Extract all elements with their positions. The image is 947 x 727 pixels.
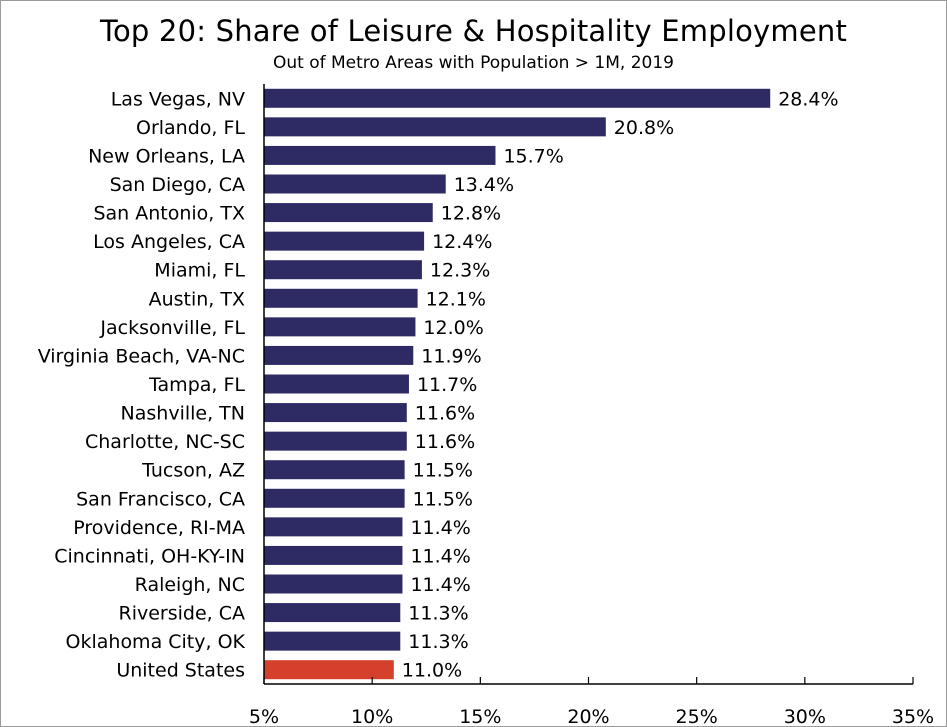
data-label-12: 11.6% [415, 431, 475, 453]
bar-11 [264, 403, 407, 423]
category-label-20: United States [116, 660, 245, 682]
bar-0 [264, 88, 771, 108]
category-label-7: Austin, TX [149, 288, 245, 310]
category-label-16: Cincinnati, OH-KY-IN [54, 545, 245, 567]
bar-20 [264, 660, 394, 680]
bar-5 [264, 231, 425, 251]
data-label-7: 12.1% [426, 288, 486, 310]
data-label-9: 11.9% [421, 345, 481, 367]
x-tick-label-1: 10% [351, 706, 393, 727]
data-label-13: 11.5% [413, 460, 473, 482]
category-label-4: San Antonio, TX [93, 203, 245, 225]
data-label-14: 11.5% [413, 488, 473, 510]
bar-19 [264, 631, 401, 651]
data-label-19: 11.3% [408, 631, 468, 653]
bar-9 [264, 345, 414, 365]
category-label-19: Oklahoma City, OK [66, 631, 246, 653]
data-label-6: 12.3% [430, 260, 490, 282]
category-label-8: Jacksonville, FL [99, 317, 245, 339]
category-label-13: Tucson, AZ [141, 460, 245, 482]
category-label-0: Las Vegas, NV [111, 88, 245, 110]
category-label-2: New Orleans, LA [88, 145, 245, 167]
bar-7 [264, 288, 418, 308]
data-label-18: 11.3% [408, 603, 468, 625]
x-tick-label-4: 25% [676, 706, 718, 727]
bar-2 [264, 145, 496, 165]
data-label-4: 12.8% [441, 203, 501, 225]
bar-10 [264, 374, 409, 394]
x-tick-label-2: 15% [459, 706, 501, 727]
category-label-10: Tampa, FL [148, 374, 245, 396]
bar-17 [264, 574, 403, 594]
chart-title: Top 20: Share of Leisure & Hospitality E… [99, 14, 848, 48]
data-label-11: 11.6% [415, 403, 475, 425]
category-label-6: Miami, FL [154, 260, 245, 282]
x-tick-label-6: 35% [892, 706, 934, 727]
data-label-10: 11.7% [417, 374, 477, 396]
data-label-1: 20.8% [614, 117, 674, 139]
bar-1 [264, 117, 606, 137]
bar-15 [264, 517, 403, 537]
bar-14 [264, 488, 405, 508]
bar-12 [264, 431, 407, 451]
category-label-3: San Diego, CA [110, 174, 245, 196]
chart-subtitle: Out of Metro Areas with Population > 1M,… [272, 53, 674, 73]
data-label-2: 15.7% [503, 145, 563, 167]
data-label-0: 28.4% [778, 88, 838, 110]
data-label-15: 11.4% [410, 517, 470, 539]
x-tick-label-5: 30% [784, 706, 826, 727]
bar-3 [264, 174, 446, 194]
data-label-3: 13.4% [454, 174, 514, 196]
bar-18 [264, 603, 401, 623]
x-tick-label-3: 20% [567, 706, 609, 727]
data-label-17: 11.4% [410, 574, 470, 596]
category-label-18: Riverside, CA [119, 603, 246, 625]
bar-6 [264, 260, 422, 280]
data-label-5: 12.4% [432, 231, 492, 253]
category-label-15: Providence, RI-MA [73, 517, 245, 539]
category-label-1: Orlando, FL [136, 117, 245, 139]
data-label-8: 12.0% [423, 317, 483, 339]
category-label-5: Los Angeles, CA [93, 231, 245, 253]
category-label-12: Charlotte, NC-SC [85, 431, 245, 453]
data-label-20: 11.0% [402, 660, 462, 682]
category-label-9: Virginia Beach, VA-NC [38, 345, 245, 367]
category-label-11: Nashville, TN [121, 403, 245, 425]
category-label-14: San Francisco, CA [76, 488, 245, 510]
bar-16 [264, 545, 403, 565]
bar-8 [264, 317, 416, 337]
data-label-16: 11.4% [410, 545, 470, 567]
bar-4 [264, 203, 433, 223]
category-label-17: Raleigh, NC [135, 574, 245, 596]
bar-13 [264, 460, 405, 480]
x-tick-label-0: 5% [249, 706, 279, 727]
